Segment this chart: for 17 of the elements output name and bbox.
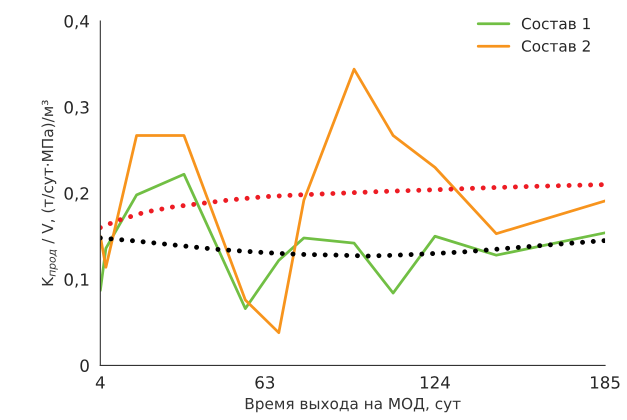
line-series bbox=[100, 182, 606, 230]
x-tick-label: 63 bbox=[255, 376, 274, 389]
line-series bbox=[100, 172, 606, 310]
x-axis-title: Время выхода на МОД, сут bbox=[246, 398, 461, 412]
y-tick-label: 0,3 bbox=[64, 101, 89, 116]
y-tick-label: 0 bbox=[80, 359, 89, 372]
y-axis-title: K$_{прод}$ / V, (т/сут·МПа)/м³ bbox=[41, 100, 58, 286]
y-tick-label: 0,1 bbox=[64, 273, 88, 288]
y-tick-label: 0,2 bbox=[64, 187, 88, 202]
x-tick-label: 4 bbox=[96, 376, 105, 388]
x-tick-label: 124 bbox=[420, 376, 450, 388]
legend-label: Состав 1 bbox=[522, 18, 590, 30]
x-tick-label: 185 bbox=[590, 376, 620, 389]
line-series bbox=[100, 68, 606, 334]
line-series bbox=[100, 236, 606, 258]
y-tick-label: 0,4 bbox=[64, 14, 89, 30]
legend-label: Состав 2 bbox=[522, 40, 590, 52]
